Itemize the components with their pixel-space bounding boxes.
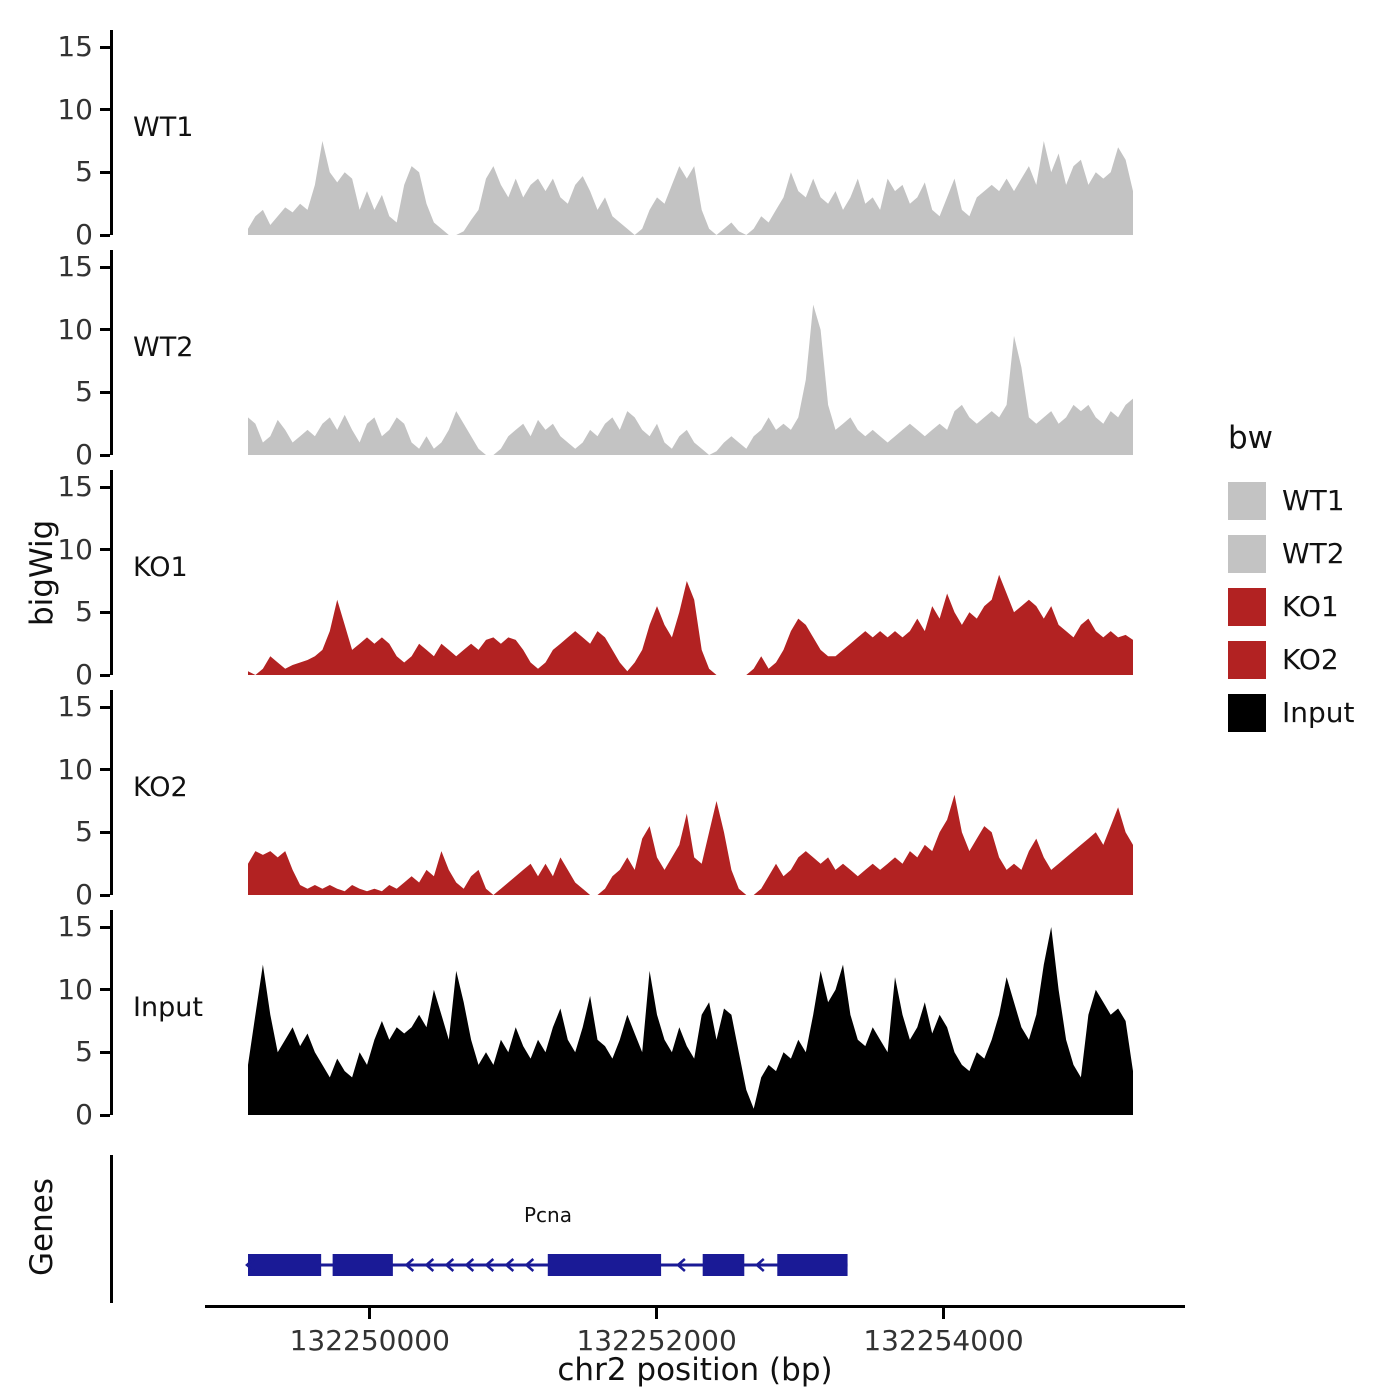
y-axis-title: bigWig bbox=[24, 519, 60, 626]
legend-swatch-ko1 bbox=[1228, 587, 1266, 626]
coverage-area-ko2 bbox=[248, 794, 1133, 895]
legend-entry-wt2: WT2 bbox=[1228, 527, 1398, 580]
track-label-wt1: WT1 bbox=[133, 112, 194, 143]
coverage-area-ko1 bbox=[248, 574, 1133, 675]
legend-entry-wt1: WT1 bbox=[1228, 474, 1398, 527]
legend-label-input: Input bbox=[1282, 696, 1355, 729]
coverage-area-wt2 bbox=[248, 304, 1133, 455]
y-axis-wt2: 0 5 10 15 bbox=[57, 250, 1198, 469]
legend-label-ko2: KO2 bbox=[1282, 643, 1339, 676]
track-panel-wt2: 0 5 10 15 WT2 bbox=[57, 250, 1198, 469]
legend-entry-input: Input bbox=[1228, 686, 1398, 739]
y-axis-input: 0 5 10 15 bbox=[57, 910, 1198, 1129]
y-axis-ko2: 0 5 10 15 bbox=[57, 690, 1198, 909]
gene-model-pcna bbox=[245, 1254, 848, 1276]
legend-swatch-ko2 bbox=[1228, 640, 1266, 679]
track-label-ko1: KO1 bbox=[133, 552, 188, 583]
x-axis: 132250000 132252000 132254000 bbox=[205, 1305, 1185, 1372]
legend-entry-ko2: KO2 bbox=[1228, 633, 1398, 686]
y-axis-ko1: 0 5 10 15 bbox=[57, 470, 1198, 689]
legend-title: bw bbox=[1228, 420, 1274, 456]
legend: bw WT1 WT2 KO1 KO2 Input bbox=[1228, 420, 1398, 739]
track-label-wt2: WT2 bbox=[133, 332, 194, 363]
x-axis-title: chr2 position (bp) bbox=[557, 1352, 833, 1388]
legend-swatch-wt1 bbox=[1228, 481, 1266, 520]
track-panel-wt1: 0 5 10 15 WT1 bbox=[57, 30, 1198, 249]
y-axis-wt1: 0 5 10 15 bbox=[57, 30, 1198, 249]
legend-label-wt1: WT1 bbox=[1282, 484, 1345, 517]
legend-label-ko1: KO1 bbox=[1282, 590, 1339, 623]
genes-axis-title: Genes bbox=[24, 1178, 60, 1276]
coverage-area-wt1 bbox=[248, 141, 1133, 235]
legend-swatch-input bbox=[1228, 693, 1266, 732]
genes-panel: Pcna bbox=[110, 1155, 1198, 1303]
legend-swatch-wt2 bbox=[1228, 534, 1266, 573]
gene-name-label: Pcna bbox=[524, 1203, 572, 1227]
track-panel-ko1: 0 5 10 15 KO1 bbox=[57, 470, 1198, 689]
track-panel-input: 0 5 10 15 Input bbox=[57, 910, 1198, 1129]
coverage-area-input bbox=[248, 927, 1133, 1115]
legend-label-wt2: WT2 bbox=[1282, 537, 1345, 570]
track-label-ko2: KO2 bbox=[133, 772, 188, 803]
track-label-input: Input bbox=[133, 992, 203, 1023]
legend-entry-ko1: KO1 bbox=[1228, 580, 1398, 633]
track-panel-ko2: 0 5 10 15 KO2 bbox=[57, 690, 1198, 909]
